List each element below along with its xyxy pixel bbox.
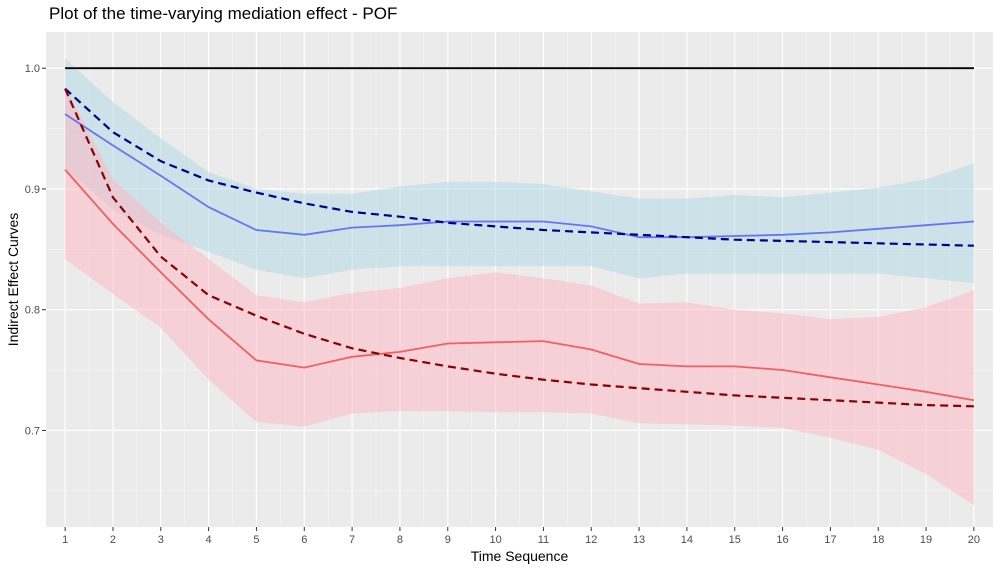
confidence-band-1 <box>65 58 974 284</box>
x-tick-label: 1 <box>62 534 68 546</box>
x-axis-title: Time Sequence <box>471 548 569 564</box>
x-tick-label: 20 <box>968 534 980 546</box>
x-tick-label: 18 <box>872 534 884 546</box>
x-tick-label: 3 <box>158 534 164 546</box>
x-tick-label: 19 <box>920 534 932 546</box>
x-tick-label: 8 <box>397 534 403 546</box>
confidence-band-2 <box>65 86 974 506</box>
x-tick-label: 5 <box>253 534 259 546</box>
y-tick-label: 0.8 <box>25 305 40 317</box>
y-tick-label: 0.7 <box>25 425 40 437</box>
dashed-line-6 <box>64 88 974 408</box>
x-tick-label: 7 <box>349 534 355 546</box>
x-tick-label: 4 <box>206 534 212 546</box>
x-tick-label: 9 <box>445 534 451 546</box>
effect-line-3 <box>64 113 974 239</box>
x-tick-label: 17 <box>824 534 836 546</box>
x-tick-label: 12 <box>585 534 597 546</box>
x-tick-label: 6 <box>301 534 307 546</box>
x-tick-label: 16 <box>776 534 788 546</box>
chart-title: Plot of the time-varying mediation effec… <box>49 4 398 23</box>
x-tick-label: 13 <box>633 534 645 546</box>
y-tick-label: 0.9 <box>25 184 40 196</box>
effect-line-4 <box>64 169 975 402</box>
y-tick-label: 1.0 <box>25 63 40 75</box>
y-axis-title: Indirect Effect Curves <box>5 213 21 347</box>
x-tick-label: 14 <box>681 534 693 546</box>
x-tick-label: 11 <box>538 534 549 546</box>
x-tick-label: 2 <box>110 534 116 546</box>
x-tick-label: 15 <box>729 534 741 546</box>
dashed-line-5 <box>64 87 974 247</box>
x-tick-label: 10 <box>489 534 501 546</box>
